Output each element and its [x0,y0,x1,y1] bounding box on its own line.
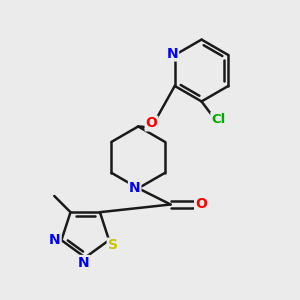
Text: O: O [195,197,207,212]
Text: S: S [108,238,118,253]
Text: N: N [78,256,90,270]
Text: N: N [49,233,61,247]
Text: N: N [167,46,178,61]
Text: N: N [129,181,140,195]
Text: Cl: Cl [211,113,225,126]
Text: O: O [146,116,158,130]
